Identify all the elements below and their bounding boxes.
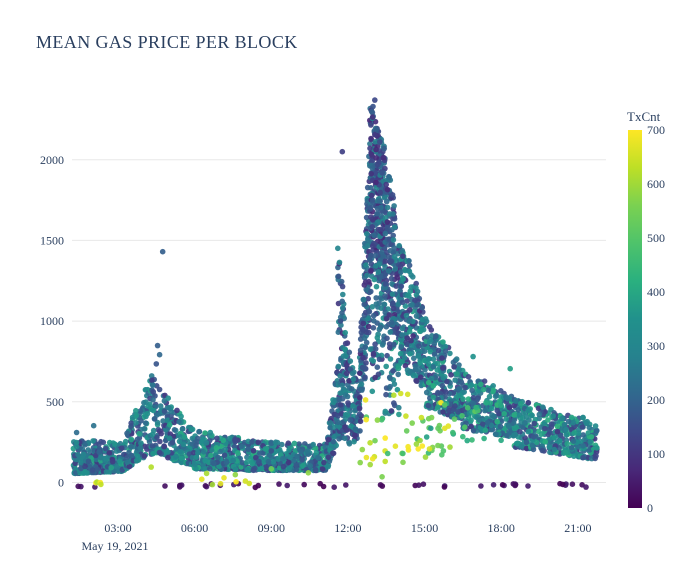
colorbar-tick-label: 600 <box>647 177 665 191</box>
colorbar-tick-label: 0 <box>647 501 653 515</box>
colorbar-tick-label: 400 <box>647 285 665 299</box>
colorbar-gradient <box>628 130 642 508</box>
colorbar-tick-label: 500 <box>647 231 665 245</box>
colorbar-tick-label: 300 <box>647 339 665 353</box>
colorbar-tick-label: 100 <box>647 447 665 461</box>
y-tick-label: 500 <box>46 395 64 409</box>
colorbar-title: TxCnt <box>627 109 661 124</box>
x-tick-label: 09:00 <box>258 521 285 535</box>
x-tick-label: 03:00 <box>104 521 131 535</box>
colorbar: 0 100 200 300 400 500 600 700 <box>628 123 665 515</box>
colorbar-tick-label: 200 <box>647 393 665 407</box>
chart-title: MEAN GAS PRICE PER BLOCK <box>36 32 298 52</box>
scatter-points <box>70 97 600 491</box>
x-tick-label: 06:00 <box>181 521 208 535</box>
colorbar-tick-label: 700 <box>647 123 665 137</box>
x-tick-label: 21:00 <box>564 521 591 535</box>
y-tick-label: 0 <box>58 476 64 490</box>
x-axis-date-label: May 19, 2021 <box>82 539 149 553</box>
x-tick-label: 12:00 <box>334 521 361 535</box>
x-tick-label: 15:00 <box>411 521 438 535</box>
y-tick-label: 2000 <box>40 153 64 167</box>
axis-tick-labels: 0 500 1000 1500 2000 03:00 06:00 09:00 12:00 15:0… <box>40 153 592 535</box>
x-tick-label: 18:00 <box>488 521 515 535</box>
y-tick-label: 1500 <box>40 233 64 247</box>
y-tick-label: 1000 <box>40 314 64 328</box>
